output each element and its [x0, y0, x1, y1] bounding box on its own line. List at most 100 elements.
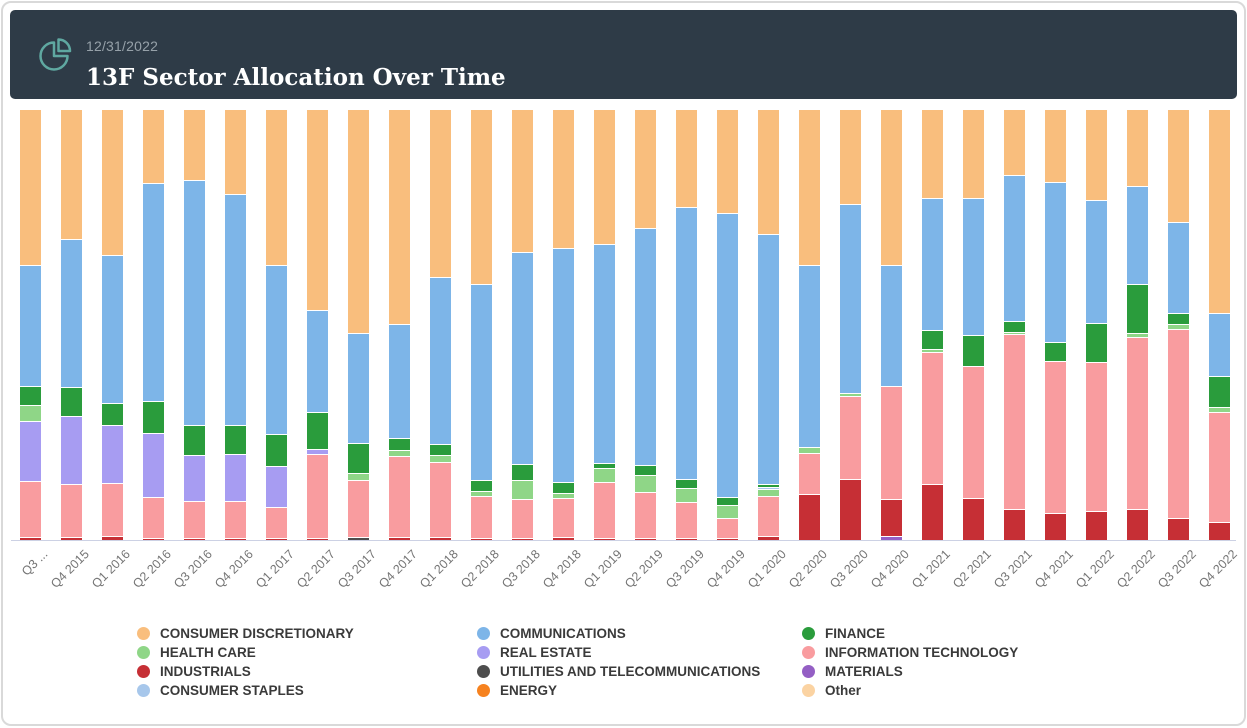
- bar-segment-finance[interactable]: [963, 336, 984, 367]
- bar-segment-communications[interactable]: [1045, 183, 1066, 344]
- bar-q2-2021[interactable]: [963, 110, 984, 540]
- bar-segment-health-care[interactable]: [20, 405, 41, 422]
- bar-segment-consumer-discretionary[interactable]: [1209, 110, 1230, 315]
- bar-segment-communications[interactable]: [389, 325, 410, 439]
- bar-segment-industrials[interactable]: [717, 539, 738, 540]
- bar-segment-consumer-discretionary[interactable]: [389, 110, 410, 326]
- bar-segment-finance[interactable]: [758, 485, 779, 488]
- bar-segment-communications[interactable]: [922, 199, 943, 332]
- bar-segment-industrials[interactable]: [471, 539, 492, 540]
- bar-segment-industrials[interactable]: [799, 495, 820, 540]
- bar-segment-industrials[interactable]: [1209, 522, 1230, 540]
- bar-segment-health-care[interactable]: [717, 506, 738, 519]
- bar-segment-industrials[interactable]: [1004, 509, 1025, 540]
- bar-segment-information-technology[interactable]: [840, 396, 861, 481]
- bar-segment-finance[interactable]: [1086, 324, 1107, 363]
- bar-segment-information-technology[interactable]: [102, 484, 123, 538]
- bar-q4-2016[interactable]: [225, 110, 246, 540]
- bar-q3-2021[interactable]: [1004, 110, 1025, 540]
- bar-segment-information-technology[interactable]: [143, 498, 164, 539]
- bar-segment-industrials[interactable]: [594, 539, 615, 540]
- bar-segment-industrials[interactable]: [676, 539, 697, 540]
- bar-segment-consumer-discretionary[interactable]: [840, 110, 861, 206]
- bar-q1-2020[interactable]: [758, 110, 779, 540]
- bar-segment-communications[interactable]: [266, 265, 287, 436]
- bar-segment-health-care[interactable]: [922, 349, 943, 353]
- bar-segment-consumer-discretionary[interactable]: [1004, 110, 1025, 176]
- bar-segment-health-care[interactable]: [471, 491, 492, 498]
- bar-segment-communications[interactable]: [20, 266, 41, 387]
- legend-item-communications[interactable]: COMMUNICATIONS: [477, 624, 802, 643]
- bar-segment-consumer-discretionary[interactable]: [922, 110, 943, 200]
- bar-segment-finance[interactable]: [471, 481, 492, 492]
- bar-segment-communications[interactable]: [840, 205, 861, 395]
- bar-q1-2018[interactable]: [430, 110, 451, 540]
- bar-segment-communications[interactable]: [963, 199, 984, 337]
- bar-segment-consumer-discretionary[interactable]: [1045, 110, 1066, 184]
- bar-q2-2017[interactable]: [307, 110, 328, 540]
- bar-segment-information-technology[interactable]: [594, 482, 615, 540]
- bar-segment-communications[interactable]: [1127, 187, 1148, 286]
- bar-segment-finance[interactable]: [1004, 322, 1025, 333]
- bar-segment-health-care[interactable]: [430, 455, 451, 463]
- bar-segment-communications[interactable]: [512, 253, 533, 465]
- bar-segment-consumer-discretionary[interactable]: [20, 110, 41, 267]
- bar-segment-information-technology[interactable]: [266, 507, 287, 539]
- bar-segment-real-estate[interactable]: [225, 454, 246, 503]
- bar-segment-consumer-discretionary[interactable]: [1127, 110, 1148, 188]
- bar-segment-communications[interactable]: [1209, 314, 1230, 378]
- bar-segment-materials[interactable]: [881, 537, 902, 540]
- bar-q1-2016[interactable]: [102, 110, 123, 540]
- bar-segment-communications[interactable]: [717, 213, 738, 498]
- bar-segment-health-care[interactable]: [840, 394, 861, 397]
- bar-segment-information-technology[interactable]: [389, 456, 410, 539]
- bar-q4-2021[interactable]: [1045, 110, 1066, 540]
- bar-segment-consumer-discretionary[interactable]: [184, 110, 205, 182]
- bar-segment-information-technology[interactable]: [1209, 413, 1230, 523]
- bar-segment-information-technology[interactable]: [799, 454, 820, 496]
- bar-segment-consumer-discretionary[interactable]: [1086, 110, 1107, 201]
- bar-segment-communications[interactable]: [307, 310, 328, 413]
- bar-segment-finance[interactable]: [635, 465, 656, 476]
- bar-segment-consumer-discretionary[interactable]: [512, 110, 533, 254]
- legend-item-consumer-discretionary[interactable]: CONSUMER DISCRETIONARY: [137, 624, 477, 643]
- bar-segment-industrials[interactable]: [1127, 509, 1148, 540]
- bar-segment-finance[interactable]: [922, 331, 943, 350]
- bar-segment-information-technology[interactable]: [1086, 362, 1107, 512]
- bar-segment-information-technology[interactable]: [471, 497, 492, 540]
- bar-q3-[interactable]: [20, 110, 41, 540]
- bar-segment-information-technology[interactable]: [1004, 334, 1025, 510]
- bar-segment-health-care[interactable]: [1004, 332, 1025, 335]
- bar-segment-health-care[interactable]: [799, 448, 820, 455]
- bar-q4-2018[interactable]: [553, 110, 574, 540]
- bar-segment-communications[interactable]: [594, 244, 615, 465]
- bar-segment-consumer-discretionary[interactable]: [799, 110, 820, 267]
- bar-segment-finance[interactable]: [1168, 313, 1189, 325]
- bar-segment-industrials[interactable]: [881, 499, 902, 538]
- bar-segment-finance[interactable]: [389, 438, 410, 451]
- bar-segment-industrials[interactable]: [553, 537, 574, 540]
- bar-segment-health-care[interactable]: [389, 450, 410, 457]
- bar-segment-health-care[interactable]: [758, 489, 779, 497]
- bar-segment-consumer-discretionary[interactable]: [307, 110, 328, 311]
- bar-segment-industrials[interactable]: [225, 538, 246, 540]
- bar-segment-communications[interactable]: [430, 278, 451, 445]
- bar-q2-2018[interactable]: [471, 110, 492, 540]
- bar-segment-health-care[interactable]: [512, 481, 533, 501]
- bar-segment-health-care[interactable]: [1168, 324, 1189, 331]
- bar-q2-2022[interactable]: [1127, 110, 1148, 540]
- bar-segment-communications[interactable]: [799, 266, 820, 449]
- bar-segment-information-technology[interactable]: [348, 481, 369, 538]
- bar-q2-2016[interactable]: [143, 110, 164, 540]
- bar-segment-industrials[interactable]: [840, 480, 861, 540]
- bar-segment-communications[interactable]: [676, 207, 697, 481]
- bar-segment-information-technology[interactable]: [307, 455, 328, 539]
- legend-item-finance[interactable]: FINANCE: [802, 624, 1018, 643]
- bar-segment-utilities-and-telecommunications[interactable]: [348, 537, 369, 540]
- bar-segment-consumer-discretionary[interactable]: [881, 110, 902, 267]
- bar-segment-consumer-discretionary[interactable]: [102, 110, 123, 257]
- bar-segment-consumer-staples[interactable]: [758, 487, 779, 490]
- bar-q2-2020[interactable]: [799, 110, 820, 540]
- bar-segment-finance[interactable]: [225, 425, 246, 455]
- bar-q3-2016[interactable]: [184, 110, 205, 540]
